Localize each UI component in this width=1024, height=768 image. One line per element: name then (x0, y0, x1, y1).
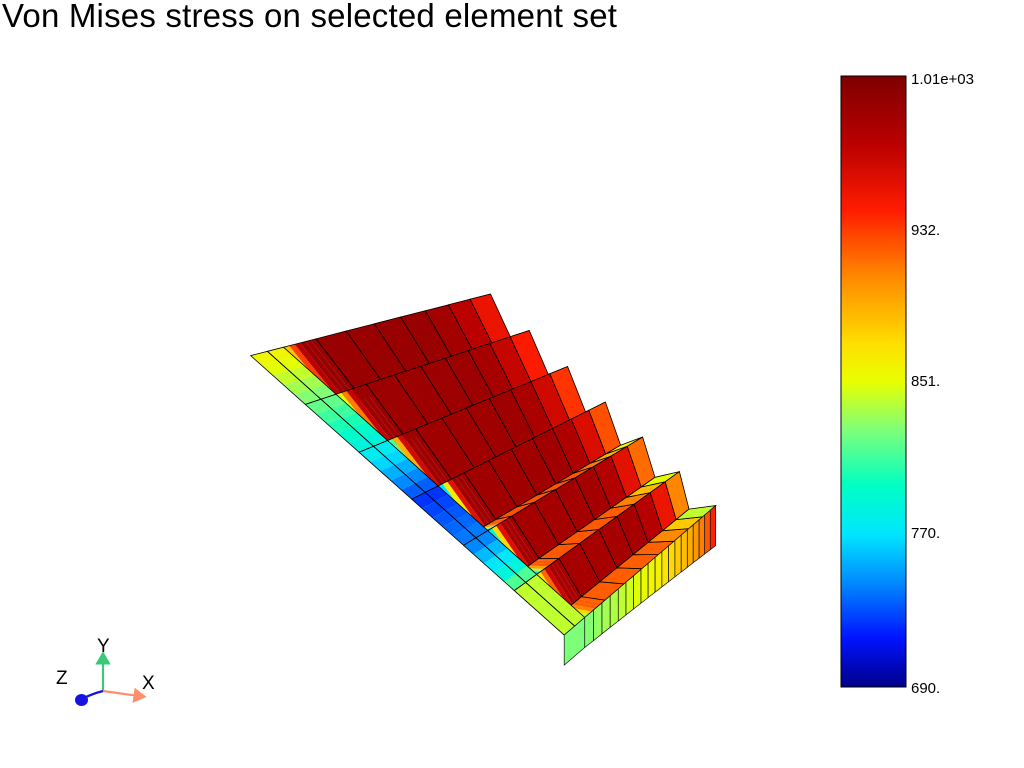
svg-text:Z: Z (56, 668, 68, 689)
svg-text:Y: Y (97, 636, 110, 657)
svg-text:X: X (142, 673, 155, 694)
